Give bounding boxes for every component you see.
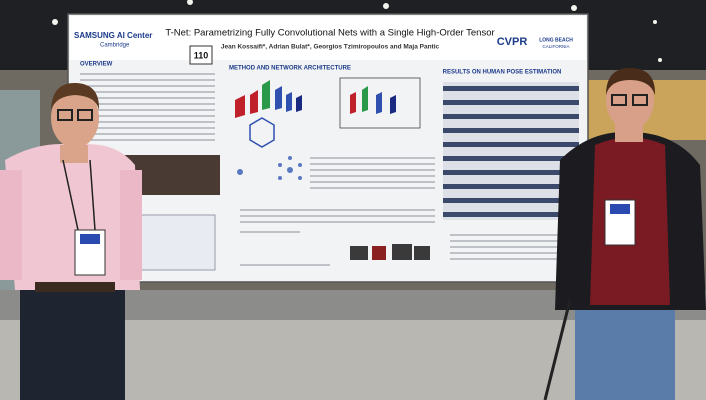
body-text-lines: [80, 73, 435, 266]
section-heading: OVERVIEW: [80, 62, 113, 68]
poster-title: T-Net: Parametrizing Fully Convolutional…: [165, 28, 494, 39]
venue-line: LONG BEACH: [539, 37, 573, 43]
poster-number-box: [189, 45, 213, 65]
section-heading: METHOD AND NETWORK ARCHITECTURE: [229, 66, 351, 72]
section-heading: RESULTS ON HUMAN POSE ESTIMATION: [443, 70, 562, 76]
right-person: [543, 68, 706, 400]
result-blocks: [350, 244, 430, 260]
venue-line: CALIFORNIA: [542, 44, 569, 49]
architecture-diagram: [235, 77, 421, 148]
tensor-figure: [139, 214, 216, 271]
conference-logo: CVPR: [497, 36, 528, 48]
left-person: [0, 82, 142, 400]
references-lines: [450, 234, 578, 260]
network-diagram: [237, 156, 302, 180]
poster-number: 110: [194, 50, 209, 60]
poster-header: [70, 16, 586, 60]
poster-authors: Jean Kossaifi*, Adrian Bulat*, Georgios …: [221, 44, 440, 51]
sponsor: SAMSUNG AI Center: [74, 31, 152, 40]
results-table-rows: [443, 86, 579, 217]
ceiling-lights: [52, 0, 662, 62]
sponsor-location: Cambridge: [100, 43, 130, 49]
